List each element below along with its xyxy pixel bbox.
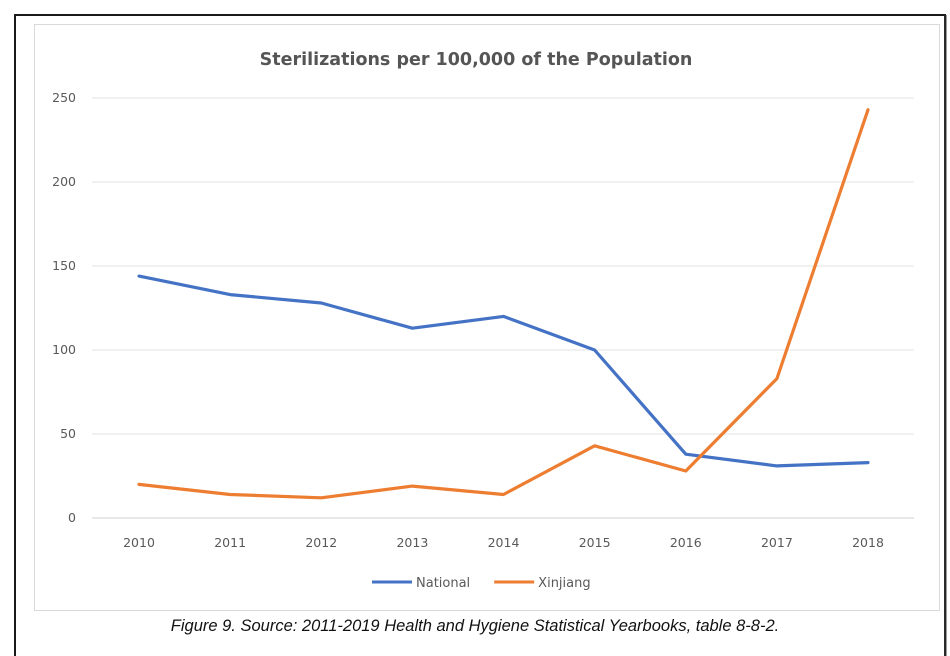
series-lines	[137, 108, 870, 500]
y-axis-ticks: 0 50 100 150 200 250	[52, 90, 76, 525]
x-tick-label: 2016	[670, 535, 702, 550]
y-tick-label: 100	[52, 342, 76, 357]
y-tick-label: 200	[52, 174, 76, 189]
x-tick-label: 2010	[123, 535, 155, 550]
chart-title: Sterilizations per 100,000 of the Popula…	[260, 50, 693, 70]
gridlines	[92, 97, 914, 519]
x-tick-label: 2012	[305, 535, 337, 550]
legend-label: National	[416, 576, 470, 591]
y-tick-label: 250	[52, 90, 76, 105]
series-line-national	[137, 274, 870, 468]
legend: National Xinjiang	[372, 576, 591, 591]
figure-caption: Figure 9. Source: 2011-2019 Health and H…	[170, 617, 780, 635]
x-tick-label: 2015	[579, 535, 611, 550]
legend-label: Xinjiang	[538, 576, 590, 591]
x-tick-label: 2018	[852, 535, 884, 550]
series-line-xinjiang	[137, 108, 870, 500]
x-tick-label: 2011	[214, 535, 246, 550]
x-tick-label: 2014	[488, 535, 520, 550]
x-tick-label: 2017	[761, 535, 793, 550]
x-axis-ticks: 2010 2011 2012 2013 2014 2015 2016 2017 2018	[123, 535, 884, 550]
y-tick-label: 0	[68, 510, 76, 525]
y-tick-label: 150	[52, 258, 76, 273]
x-tick-label: 2013	[396, 535, 428, 550]
y-tick-label: 50	[60, 426, 76, 441]
